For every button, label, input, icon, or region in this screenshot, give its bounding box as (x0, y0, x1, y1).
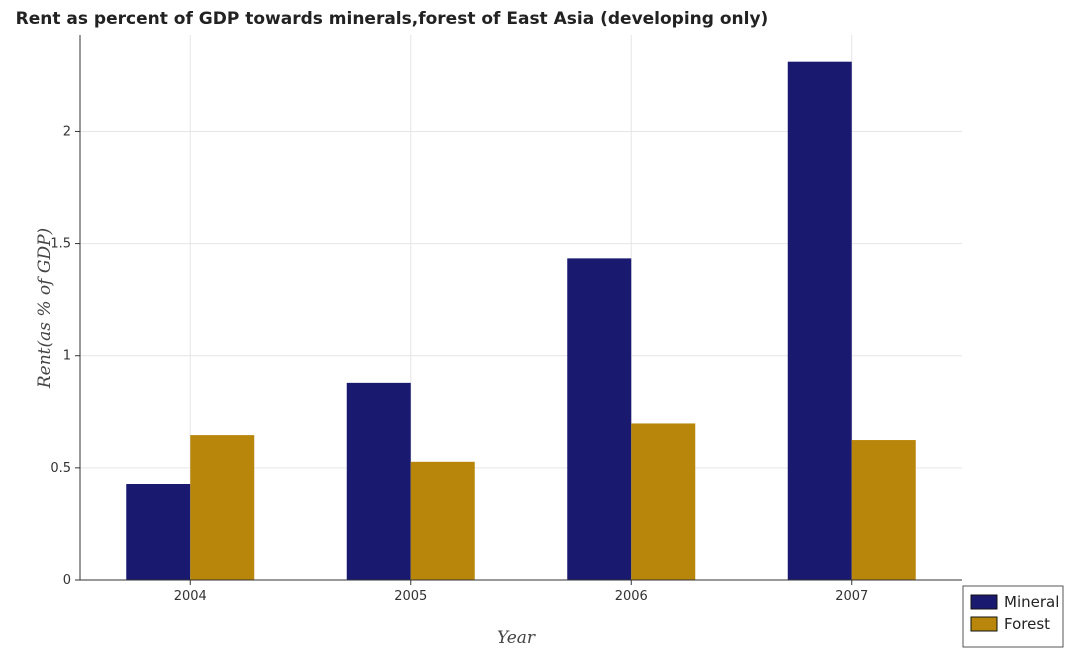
y-tick-label: 0 (63, 573, 71, 588)
bar-forest-2005 (410, 461, 475, 580)
bar-mineral-2005 (346, 382, 411, 580)
x-ticks: 2004 2005 2006 2007 (174, 580, 868, 604)
x-tick-label: 2006 (615, 589, 648, 604)
bar-forest-2006 (631, 423, 696, 580)
bar-mineral-2007 (787, 61, 852, 580)
bars (126, 61, 916, 580)
legend-swatch-mineral (970, 594, 998, 610)
bar-mineral-2006 (567, 258, 632, 580)
legend-label-mineral: Mineral (1004, 593, 1059, 611)
x-axis-label: Year (497, 628, 536, 648)
x-tick-label: 2005 (394, 589, 427, 604)
x-tick-label: 2007 (835, 589, 868, 604)
y-tick-label: 2 (63, 124, 71, 139)
x-tick-label: 2004 (174, 589, 207, 604)
y-tick-label: 1.5 (50, 237, 71, 252)
bar-mineral-2004 (126, 484, 191, 580)
y-tick-label: 0.5 (50, 461, 71, 476)
y-axis-label: Rent(as % of GDP) (35, 228, 55, 389)
legend: Mineral Forest (962, 585, 1064, 648)
bar-forest-2007 (851, 440, 916, 580)
legend-swatch-forest (970, 616, 998, 632)
plot-area: 0 0.5 1 1.5 2 2004 2005 2006 2007 (50, 35, 962, 604)
legend-label-forest: Forest (1004, 615, 1050, 633)
y-ticks: 0 0.5 1 1.5 2 (50, 124, 80, 588)
y-tick-label: 1 (63, 349, 71, 364)
bar-forest-2004 (190, 435, 255, 580)
chart-title: Rent as percent of GDP towards minerals,… (16, 9, 769, 29)
